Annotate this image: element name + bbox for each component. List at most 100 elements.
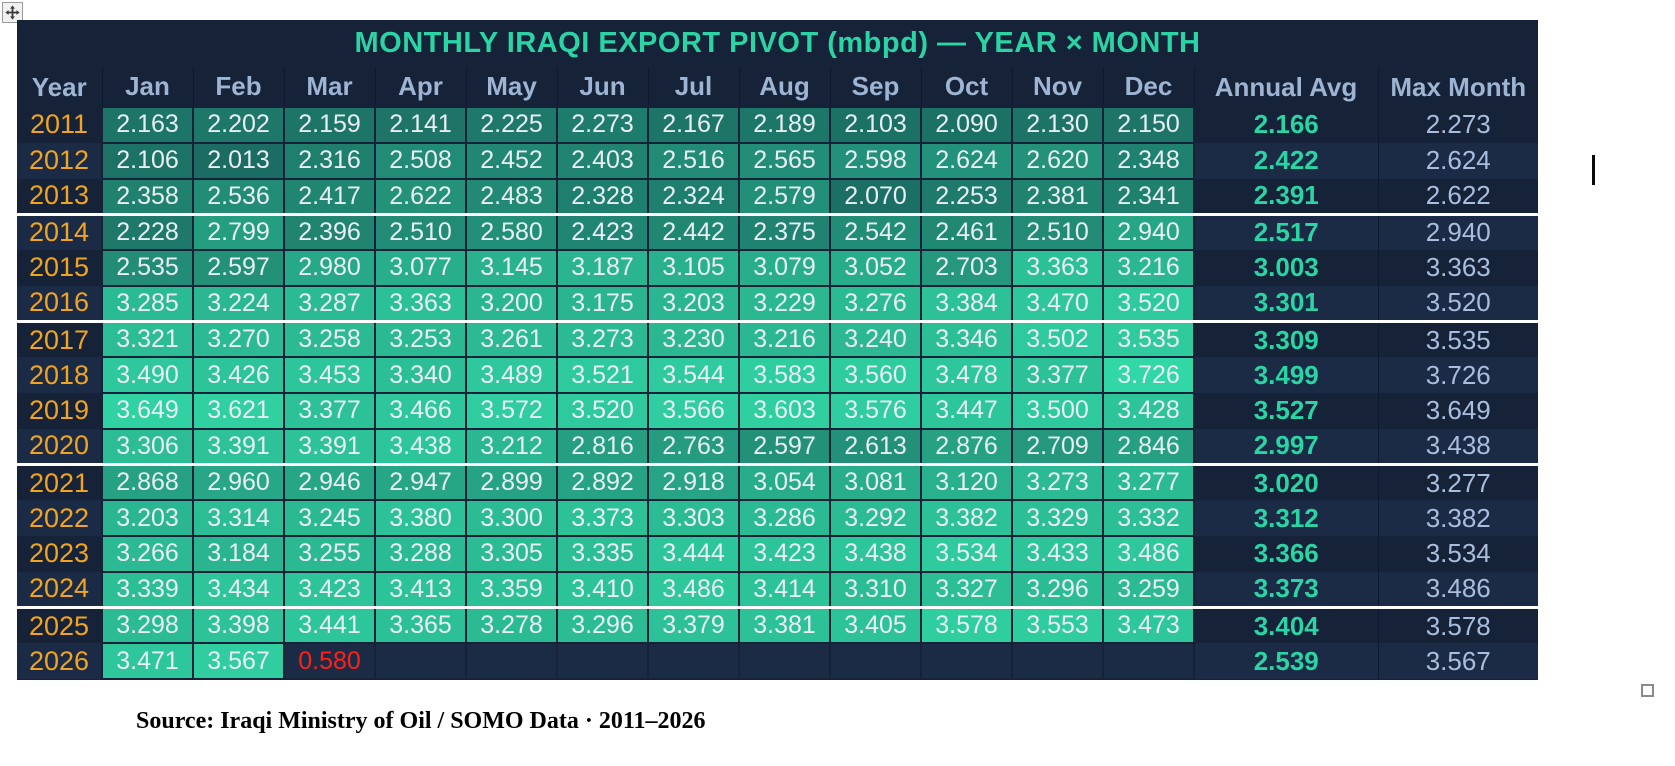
month-cell[interactable]: 2.622 xyxy=(374,177,467,216)
annual-avg-cell[interactable]: 3.527 xyxy=(1194,393,1378,429)
annual-avg-cell[interactable]: 2.517 xyxy=(1194,214,1378,250)
year-cell[interactable]: 2020 xyxy=(17,428,102,466)
month-cell[interactable]: 2.106 xyxy=(101,141,194,180)
year-cell[interactable]: 2024 xyxy=(17,571,102,609)
annual-avg-cell[interactable]: 3.312 xyxy=(1194,500,1378,536)
month-cell[interactable]: 3.414 xyxy=(738,570,831,609)
month-cell[interactable]: 3.216 xyxy=(1102,249,1195,287)
month-cell[interactable]: 3.298 xyxy=(101,606,194,645)
month-cell[interactable]: 3.335 xyxy=(556,535,649,573)
month-cell[interactable]: 2.613 xyxy=(829,427,922,466)
max-month-cell[interactable]: 2.624 xyxy=(1377,142,1538,179)
month-cell[interactable]: 3.470 xyxy=(1011,284,1104,323)
month-cell[interactable]: 3.240 xyxy=(829,320,922,359)
month-cell[interactable]: 3.105 xyxy=(647,249,740,287)
max-month-cell[interactable]: 2.622 xyxy=(1377,178,1538,216)
month-cell[interactable]: 2.580 xyxy=(465,213,558,251)
month-cell[interactable]: 3.306 xyxy=(101,427,194,466)
month-cell[interactable]: 2.452 xyxy=(465,141,558,180)
month-cell[interactable]: 2.358 xyxy=(101,177,194,216)
month-cell[interactable]: 3.444 xyxy=(647,535,740,573)
month-cell[interactable]: 3.287 xyxy=(283,284,376,323)
month-cell[interactable] xyxy=(556,642,649,680)
month-cell[interactable]: 3.434 xyxy=(192,570,285,609)
month-cell[interactable]: 2.167 xyxy=(647,106,740,144)
max-month-cell[interactable]: 3.534 xyxy=(1377,536,1538,572)
month-cell[interactable]: 3.413 xyxy=(374,570,467,609)
month-cell[interactable]: 3.391 xyxy=(192,427,285,466)
column-header-jul[interactable]: Jul xyxy=(648,67,740,107)
annual-avg-cell[interactable]: 3.366 xyxy=(1194,536,1378,572)
annual-avg-cell[interactable]: 3.309 xyxy=(1194,321,1378,358)
month-cell[interactable]: 2.516 xyxy=(647,141,740,180)
month-cell[interactable]: 0.580 xyxy=(283,642,376,680)
month-cell[interactable]: 2.423 xyxy=(556,213,649,251)
month-cell[interactable]: 3.433 xyxy=(1011,535,1104,573)
month-cell[interactable]: 2.324 xyxy=(647,177,740,216)
month-cell[interactable]: 3.502 xyxy=(1011,320,1104,359)
month-cell[interactable]: 3.486 xyxy=(1102,535,1195,573)
column-header-jan[interactable]: Jan xyxy=(102,67,194,107)
month-cell[interactable]: 2.535 xyxy=(101,249,194,287)
month-cell[interactable]: 2.070 xyxy=(829,177,922,216)
column-header-annual-avg[interactable]: Annual Avg xyxy=(1194,67,1379,107)
annual-avg-cell[interactable]: 3.003 xyxy=(1194,250,1378,286)
annual-avg-cell[interactable]: 3.404 xyxy=(1194,607,1378,644)
month-cell[interactable]: 2.542 xyxy=(829,213,922,251)
month-cell[interactable]: 3.377 xyxy=(1011,356,1104,394)
month-cell[interactable]: 3.203 xyxy=(647,284,740,323)
month-cell[interactable]: 2.980 xyxy=(283,249,376,287)
month-cell[interactable]: 2.348 xyxy=(1102,141,1195,180)
month-cell[interactable] xyxy=(374,642,467,680)
month-cell[interactable]: 3.285 xyxy=(101,284,194,323)
annual-avg-cell[interactable]: 3.301 xyxy=(1194,285,1378,323)
month-cell[interactable]: 2.536 xyxy=(192,177,285,216)
column-header-feb[interactable]: Feb xyxy=(193,67,285,107)
month-cell[interactable]: 3.373 xyxy=(556,499,649,537)
month-cell[interactable]: 3.621 xyxy=(192,392,285,430)
month-cell[interactable]: 3.363 xyxy=(374,284,467,323)
month-cell[interactable]: 3.273 xyxy=(1011,463,1104,502)
month-cell[interactable]: 3.253 xyxy=(374,320,467,359)
max-month-cell[interactable]: 2.273 xyxy=(1377,107,1538,143)
column-header-jun[interactable]: Jun xyxy=(557,67,649,107)
max-month-cell[interactable]: 3.520 xyxy=(1377,285,1538,323)
month-cell[interactable]: 3.466 xyxy=(374,392,467,430)
month-cell[interactable]: 3.490 xyxy=(101,356,194,394)
month-cell[interactable]: 3.534 xyxy=(920,535,1013,573)
month-cell[interactable]: 3.649 xyxy=(101,392,194,430)
month-cell[interactable]: 2.163 xyxy=(101,106,194,144)
month-cell[interactable]: 2.273 xyxy=(556,106,649,144)
month-cell[interactable]: 3.310 xyxy=(829,570,922,609)
month-cell[interactable]: 2.868 xyxy=(101,463,194,502)
month-cell[interactable]: 3.377 xyxy=(283,392,376,430)
month-cell[interactable]: 2.159 xyxy=(283,106,376,144)
month-cell[interactable]: 2.253 xyxy=(920,177,1013,216)
month-cell[interactable]: 2.103 xyxy=(829,106,922,144)
month-cell[interactable]: 3.583 xyxy=(738,356,831,394)
month-cell[interactable] xyxy=(829,642,922,680)
month-cell[interactable]: 2.510 xyxy=(1011,213,1104,251)
month-cell[interactable]: 3.332 xyxy=(1102,499,1195,537)
month-cell[interactable]: 3.359 xyxy=(465,570,558,609)
month-cell[interactable]: 2.381 xyxy=(1011,177,1104,216)
month-cell[interactable]: 2.508 xyxy=(374,141,467,180)
month-cell[interactable]: 2.597 xyxy=(192,249,285,287)
month-cell[interactable]: 2.341 xyxy=(1102,177,1195,216)
month-cell[interactable]: 3.276 xyxy=(829,284,922,323)
month-cell[interactable]: 2.624 xyxy=(920,141,1013,180)
month-cell[interactable]: 3.255 xyxy=(283,535,376,573)
month-cell[interactable]: 3.200 xyxy=(465,284,558,323)
annual-avg-cell[interactable]: 3.499 xyxy=(1194,357,1378,393)
month-cell[interactable]: 3.520 xyxy=(556,392,649,430)
year-cell[interactable]: 2022 xyxy=(17,500,102,536)
month-cell[interactable]: 3.079 xyxy=(738,249,831,287)
month-cell[interactable]: 3.398 xyxy=(192,606,285,645)
column-header-nov[interactable]: Nov xyxy=(1012,67,1104,107)
month-cell[interactable]: 3.216 xyxy=(738,320,831,359)
month-cell[interactable]: 2.709 xyxy=(1011,427,1104,466)
month-cell[interactable]: 3.120 xyxy=(920,463,1013,502)
year-cell[interactable]: 2012 xyxy=(17,142,102,179)
month-cell[interactable]: 3.410 xyxy=(556,570,649,609)
month-cell[interactable]: 3.296 xyxy=(556,606,649,645)
